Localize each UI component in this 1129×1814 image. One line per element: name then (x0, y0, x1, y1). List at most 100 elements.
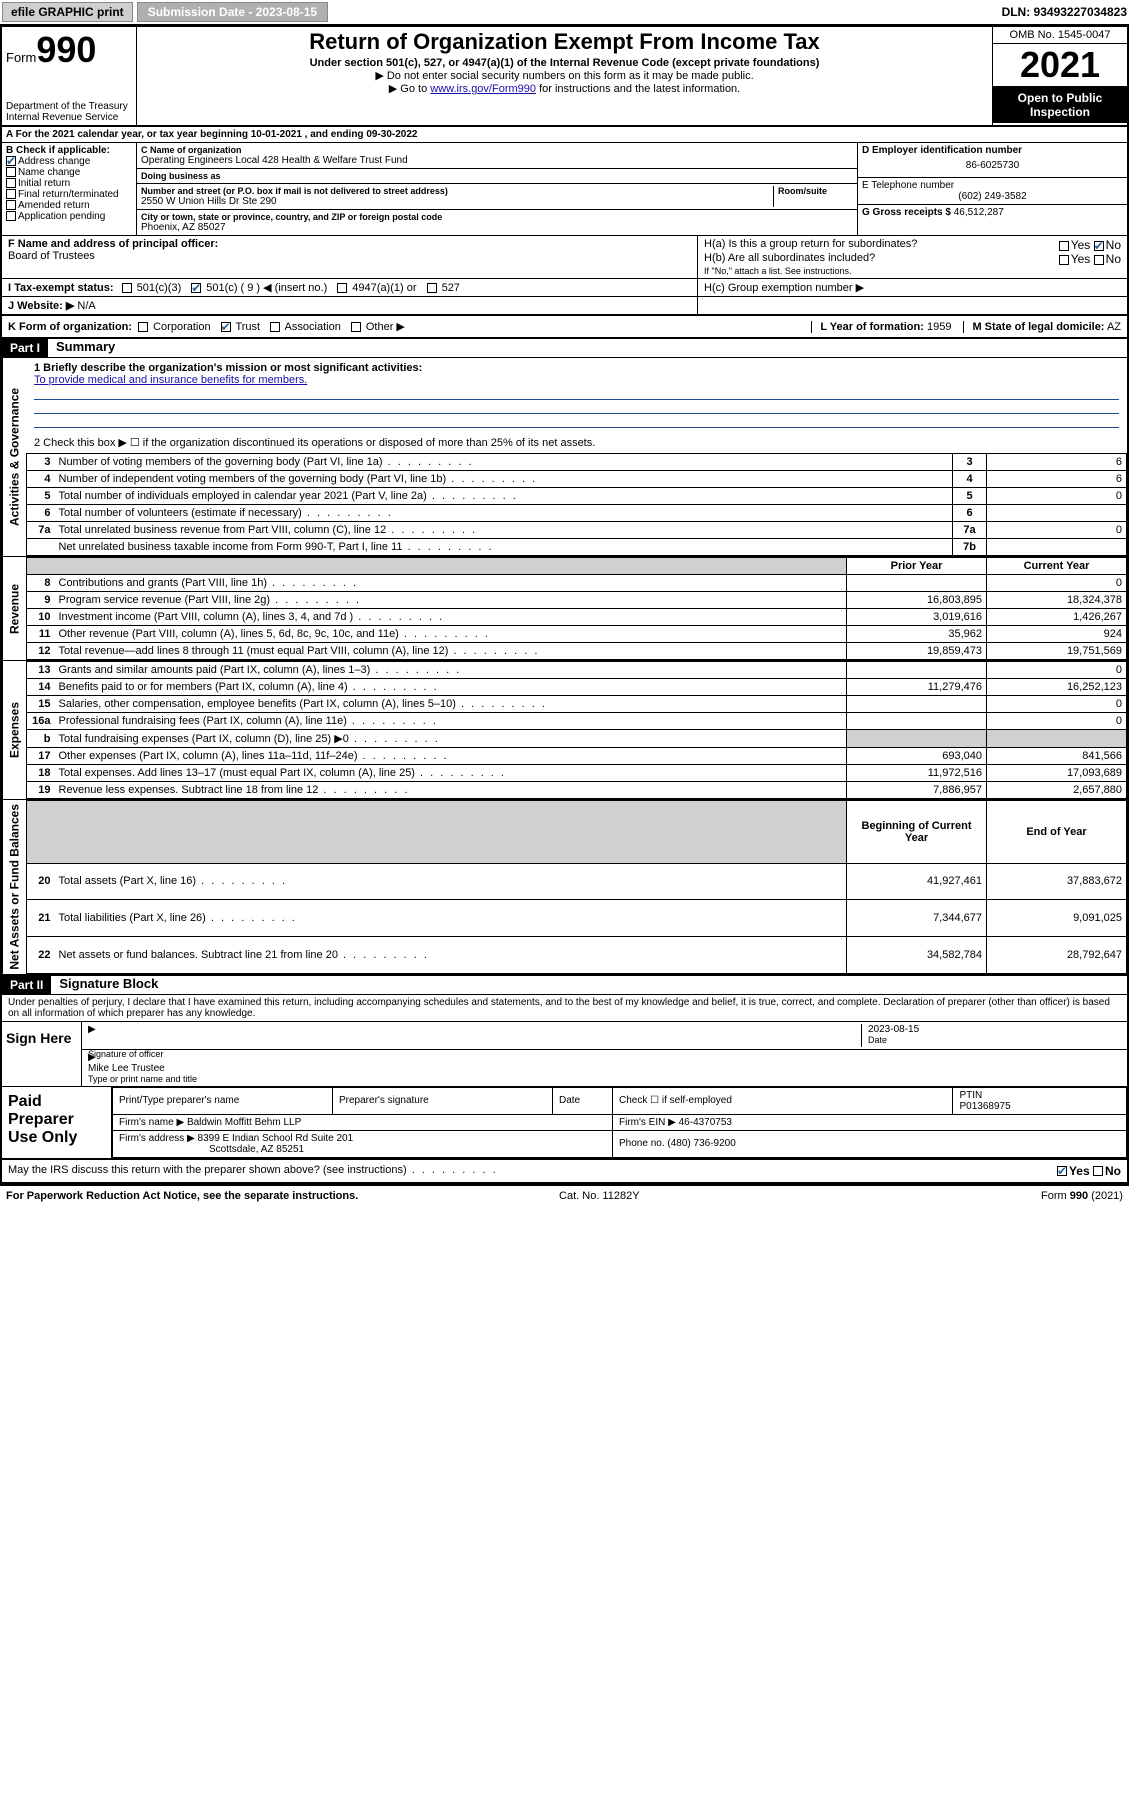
q1-label: 1 Briefly describe the organization's mi… (34, 362, 1119, 374)
firm-addr-label: Firm's address ▶ (119, 1133, 195, 1144)
form-org-checkbox[interactable] (351, 322, 361, 332)
gross-receipts-label: G Gross receipts $ (862, 207, 951, 218)
tax-exempt-checkbox[interactable] (191, 283, 201, 293)
table-row: 4Number of independent voting members of… (27, 471, 1127, 488)
tax-exempt-checkbox[interactable] (122, 283, 132, 293)
firm-phone: (480) 736-9200 (667, 1138, 735, 1149)
form-subtitle-2: ▶ Do not enter social security numbers o… (143, 69, 986, 82)
firm-ein: 46-4370753 (679, 1117, 732, 1128)
phone-label: E Telephone number (862, 180, 1123, 191)
gov-section: Activities & Governance 1 Briefly descri… (2, 358, 1127, 557)
tax-exempt-option: 501(c)(3) (122, 282, 182, 294)
cat-no: Cat. No. 11282Y (559, 1190, 640, 1202)
firm-addr2: Scottsdale, AZ 85251 (209, 1144, 304, 1155)
q2-text: 2 Check this box ▶ ☐ if the organization… (26, 432, 1127, 453)
efile-print-button[interactable]: efile GRAPHIC print (2, 2, 133, 22)
box-b-item-label: Final return/terminated (18, 189, 119, 200)
form-org-checkbox[interactable] (270, 322, 280, 332)
box-c: C Name of organization Operating Enginee… (137, 143, 857, 235)
paid-preparer-row: Paid Preparer Use Only Print/Type prepar… (2, 1087, 1127, 1160)
box-b-checkbox[interactable] (6, 200, 16, 210)
domicile-value: AZ (1107, 321, 1121, 333)
hb-label: H(b) Are all subordinates included? (704, 252, 1059, 266)
rev-table: Prior YearCurrent Year8Contributions and… (26, 557, 1127, 660)
prep-name-label: Print/Type preparer's name (113, 1087, 333, 1114)
irs-link[interactable]: www.irs.gov/Form990 (430, 83, 536, 95)
officer-name-label: Type or print name and title (88, 1074, 1121, 1084)
table-row: 20Total assets (Part X, line 16)41,927,4… (27, 863, 1127, 900)
discuss-text: May the IRS discuss this return with the… (8, 1164, 498, 1178)
org-city: Phoenix, AZ 85027 (141, 222, 853, 233)
year-formation-value: 1959 (927, 321, 951, 333)
officer-typed-name: Mike Lee Trustee (88, 1063, 1121, 1074)
table-row: 16aProfessional fundraising fees (Part I… (27, 713, 1127, 730)
box-b-checkbox[interactable] (6, 167, 16, 177)
officer-label: F Name and address of principal officer: (8, 238, 691, 250)
org-name: Operating Engineers Local 428 Health & W… (141, 155, 853, 166)
ha-yes-checkbox[interactable] (1059, 241, 1069, 251)
table-header-row: Prior YearCurrent Year (27, 558, 1127, 575)
form-org-option: Other ▶ (351, 321, 405, 333)
discuss-yes-checkbox[interactable] (1057, 1166, 1067, 1176)
hb-note: If "No," attach a list. See instructions… (704, 266, 1121, 276)
year-formation-label: L Year of formation: (820, 321, 924, 333)
room-label: Room/suite (778, 186, 853, 196)
org-name-label: C Name of organization (141, 145, 853, 155)
row-j: J Website: ▶ N/A (2, 297, 1127, 316)
part1-header-row: Part I Summary (2, 339, 1127, 358)
sign-here-row: Sign Here Signature of officer 2023-08-1… (2, 1022, 1127, 1087)
form-org-option: Association (270, 321, 341, 333)
submission-date-label: Submission Date - 2023-08-15 (137, 2, 328, 22)
tax-exempt-checkbox[interactable] (337, 283, 347, 293)
preparer-table: Print/Type preparer's name Preparer's si… (112, 1087, 1127, 1158)
dept-label: Department of the Treasury Internal Reve… (6, 101, 132, 123)
box-b-item-label: Amended return (18, 200, 90, 211)
prep-sig-label: Preparer's signature (333, 1087, 553, 1114)
discuss-row: May the IRS discuss this return with the… (2, 1160, 1127, 1184)
table-row: Net unrelated business taxable income fr… (27, 539, 1127, 556)
domicile-label: M State of legal domicile: (972, 321, 1104, 333)
firm-addr1: 8399 E Indian School Rd Suite 201 (198, 1133, 354, 1144)
tax-exempt-label: I Tax-exempt status: (8, 282, 114, 294)
box-b-checkbox[interactable] (6, 211, 16, 221)
table-row: 19Revenue less expenses. Subtract line 1… (27, 782, 1127, 799)
table-row: 9Program service revenue (Part VIII, lin… (27, 592, 1127, 609)
page-footer: For Paperwork Reduction Act Notice, see … (0, 1186, 1129, 1206)
box-b-checkbox[interactable] (6, 189, 16, 199)
box-b-checkbox[interactable] (6, 156, 16, 166)
org-address: 2550 W Union Hills Dr Ste 290 (141, 196, 773, 207)
tax-exempt-checkbox[interactable] (427, 283, 437, 293)
hb-yes-checkbox[interactable] (1059, 255, 1069, 265)
box-b-item-label: Name change (18, 167, 80, 178)
table-row: 10Investment income (Part VIII, column (… (27, 609, 1127, 626)
table-row: 21Total liabilities (Part X, line 26)7,3… (27, 900, 1127, 937)
form-org-option: Trust (221, 321, 261, 333)
mission-text-link[interactable]: To provide medical and insurance benefit… (34, 374, 307, 386)
box-b: B Check if applicable: Address changeNam… (2, 143, 137, 235)
discuss-no-checkbox[interactable] (1093, 1166, 1103, 1176)
form-header: Form990 Department of the Treasury Inter… (2, 27, 1127, 127)
net-section: Net Assets or Fund Balances Beginning of… (2, 800, 1127, 976)
hb-no-checkbox[interactable] (1094, 255, 1104, 265)
table-row: 15Salaries, other compensation, employee… (27, 696, 1127, 713)
firm-phone-label: Phone no. (619, 1138, 665, 1149)
form-org-checkbox[interactable] (221, 322, 231, 332)
sig-date-label: Date (868, 1035, 1121, 1045)
form-org-label: K Form of organization: (8, 321, 132, 333)
tax-exempt-option: 527 (427, 282, 460, 294)
prep-self-employed: Check ☐ if self-employed (613, 1087, 953, 1114)
section-bcdeg: B Check if applicable: Address changeNam… (2, 143, 1127, 236)
ha-no-checkbox[interactable] (1094, 241, 1104, 251)
dln-label: DLN: 93493227034823 (1002, 5, 1127, 19)
form-org-checkbox[interactable] (138, 322, 148, 332)
box-b-item: Name change (6, 167, 132, 178)
tax-exempt-option: 501(c) ( 9 ) ◀ (insert no.) (191, 282, 327, 294)
box-b-item: Final return/terminated (6, 189, 132, 200)
table-row: 7aTotal unrelated business revenue from … (27, 522, 1127, 539)
discuss-no: No (1105, 1164, 1121, 1178)
tax-exempt-option: 4947(a)(1) or (337, 282, 416, 294)
box-b-checkbox[interactable] (6, 178, 16, 188)
website-value: N/A (77, 300, 95, 312)
form-ref: Form 990 (2021) (1041, 1190, 1123, 1202)
ein-label: D Employer identification number (862, 145, 1123, 156)
